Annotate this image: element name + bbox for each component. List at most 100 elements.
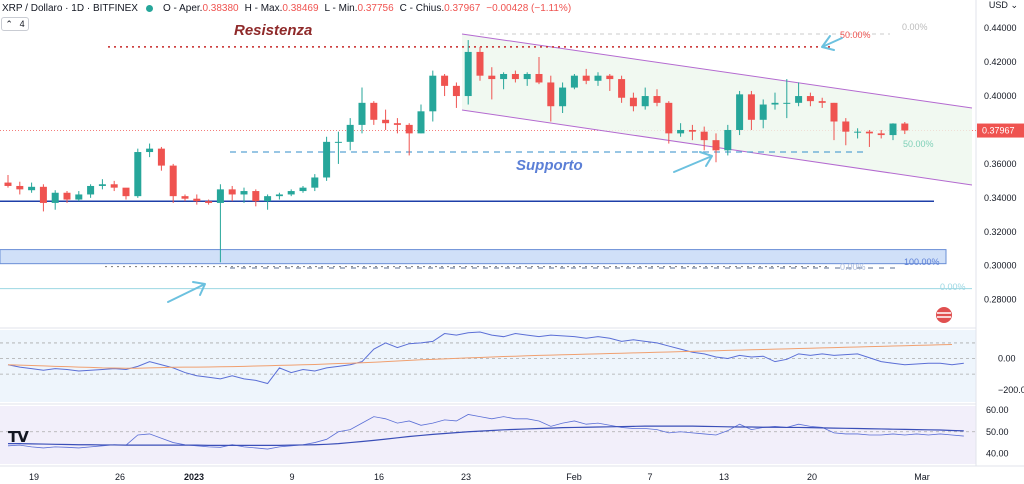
candle-body [641, 96, 649, 107]
fib-bottom-mid-label: 0.00% [840, 262, 866, 272]
rsi-background [0, 406, 976, 464]
candle-body [653, 96, 661, 103]
time-tick-label: Mar [914, 472, 930, 482]
candle-body [759, 104, 767, 120]
tradingview-logo-icon: TV [8, 428, 29, 446]
change-value: −0.00428 (−1.11%) [486, 2, 572, 14]
candle-body [4, 182, 12, 186]
candle-body [842, 121, 850, 132]
candle-body [205, 201, 213, 203]
close-value: 0.37967 [444, 2, 481, 14]
candle-body [830, 102, 838, 122]
last-price-tag [977, 123, 1024, 138]
price-tick-label: 0.32000 [984, 227, 1017, 237]
candle-body [771, 102, 779, 105]
arrow-icon [821, 35, 843, 51]
price-tick-label: 0.36000 [984, 159, 1017, 169]
candle-body [677, 129, 685, 134]
candle-body [181, 196, 189, 199]
annotations: Resistenza Supporto 50.00% 0.00% 50.00% 100.0… [167, 22, 966, 323]
candle-body [877, 133, 885, 136]
time-tick-label: 7 [647, 472, 652, 482]
candle-body [724, 129, 732, 151]
channel-fill [462, 34, 972, 185]
candle-body [264, 196, 272, 202]
candle-body [429, 75, 437, 112]
oscillator-pane [0, 331, 976, 385]
currency-label[interactable]: USD ⌄ [989, 0, 1018, 11]
rsi-tick-label: 50.00 [986, 427, 1009, 437]
us-flag-icon [937, 312, 951, 318]
candle-body [594, 75, 602, 81]
candle-body [606, 75, 614, 80]
candle-body [559, 87, 567, 107]
candle-body [358, 102, 366, 125]
fib-top-label: 50.00% [840, 30, 871, 40]
candle-body [889, 123, 897, 136]
time-tick-label: 9 [289, 472, 294, 482]
candle-body [464, 51, 472, 97]
candle-body [665, 102, 673, 134]
resistance-label: Resistenza [234, 22, 312, 39]
candle-body [511, 73, 519, 80]
candle-body [700, 131, 708, 141]
chevron-up-icon: ⌃ [5, 18, 13, 29]
candle-body [783, 102, 791, 104]
chart-legend: XRP / Dollaro · 1D · BITFINEX O - Aper. 0… [0, 0, 571, 16]
last-price-label: 0.37967 [982, 126, 1015, 136]
candle-body [818, 101, 826, 103]
candle-body [393, 123, 401, 125]
candle-body [216, 189, 224, 203]
close-label: C - Chius. [399, 2, 445, 14]
candle-body [547, 82, 555, 107]
fib-bottom-right-label: 0.00% [940, 282, 966, 292]
rsi-pane [0, 414, 976, 450]
osc-tick-label: 0.00 [998, 354, 1016, 364]
candle-body [63, 192, 71, 200]
candle-body [370, 102, 378, 120]
price-tick-label: 0.34000 [984, 193, 1017, 203]
time-tick-label: 20 [807, 472, 817, 482]
candle-body [28, 186, 36, 191]
time-tick-label: 26 [115, 472, 125, 482]
candles [4, 40, 909, 263]
candle-body [134, 152, 142, 197]
candle-body [535, 73, 543, 83]
high-value: 0.38469 [282, 2, 319, 14]
price-tick-label: 0.44000 [984, 23, 1017, 33]
candle-body [452, 85, 460, 97]
candle-body [712, 140, 720, 151]
fib-mid-label: 50.00% [903, 139, 934, 149]
us-flag-icon [936, 307, 952, 323]
time-axis: 19 26 2023 9 16 23 Feb 7 13 20 Mar [29, 472, 930, 482]
arrow-icon [167, 281, 206, 303]
price-tick-label: 0.28000 [984, 295, 1017, 305]
candle-body [405, 124, 413, 134]
fib-top-right-label: 0.00% [902, 22, 928, 32]
rsi-series [7, 414, 964, 450]
price-tick-label: 0.42000 [984, 57, 1017, 67]
price-axis: 0.440000.420000.400000.380000.360000.340… [977, 23, 1024, 458]
candle-body [146, 148, 154, 153]
candle-body [382, 119, 390, 124]
candle-body [51, 192, 59, 203]
candle-body [582, 75, 590, 81]
time-tick-label: 2023 [184, 472, 204, 482]
oscillator-background [0, 330, 976, 402]
high-label: H - Max. [244, 2, 283, 14]
symbol-title[interactable]: XRP / Dollaro · 1D · BITFINEX [2, 2, 138, 14]
candle-body [311, 177, 319, 188]
candle-body [476, 51, 484, 76]
candle-body [240, 191, 248, 195]
candle-body [854, 131, 862, 133]
candle-body [570, 75, 578, 88]
support-label: Supporto [516, 157, 583, 174]
price-tick-label: 0.40000 [984, 91, 1017, 101]
collapse-indicators-button[interactable]: ⌃ 4 [1, 17, 29, 31]
candle-body [806, 96, 814, 102]
candle-body [441, 75, 449, 86]
candle-body [16, 185, 24, 190]
candle-body [629, 97, 637, 107]
rsi-signal [8, 425, 964, 446]
